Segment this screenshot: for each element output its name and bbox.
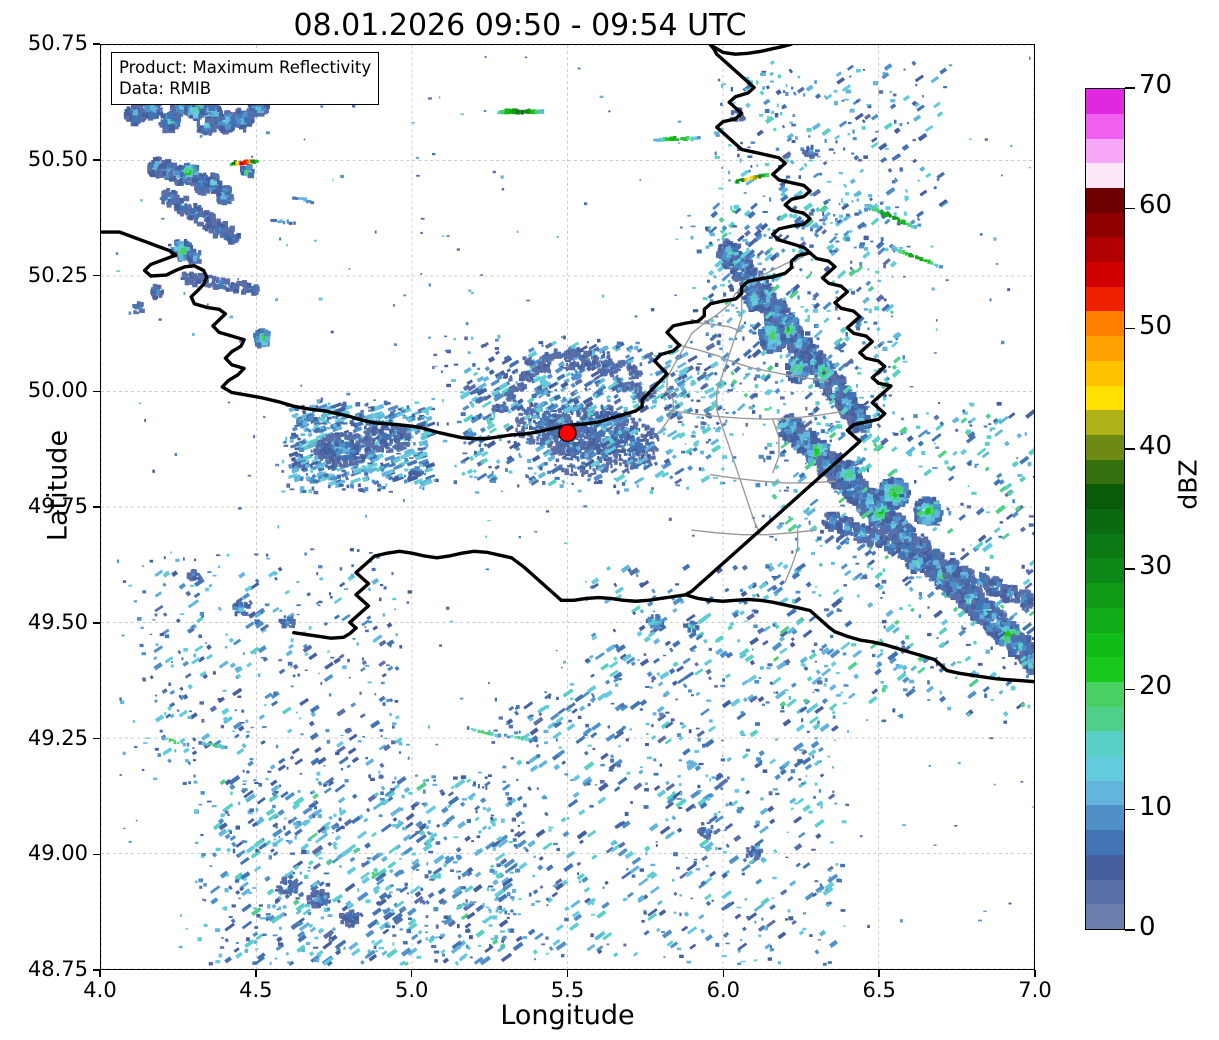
radar-echoes	[115, 55, 1034, 967]
y-tick-label: 49.50	[27, 609, 88, 634]
colorbar-tick-label: 60	[1139, 190, 1173, 221]
colorbar-tick-mark	[1125, 568, 1135, 570]
x-tick-mark	[1034, 970, 1036, 977]
colorbar-band	[1086, 657, 1124, 682]
y-tick-label: 48.75	[27, 957, 88, 981]
colorbar-band	[1086, 558, 1124, 584]
x-tick-label: 4.0	[83, 978, 117, 1002]
y-tick-mark	[93, 43, 100, 45]
info-data-line: Data: RMIB	[119, 79, 212, 99]
radar-reflectivity-canvas	[101, 45, 1034, 969]
colorbar-tick-label: 30	[1139, 551, 1173, 582]
colorbar	[1085, 88, 1125, 930]
y-tick-mark	[93, 737, 100, 740]
colorbar-band	[1086, 336, 1124, 361]
y-tick-mark	[93, 274, 100, 277]
colorbar-band	[1086, 583, 1124, 608]
colorbar-tick-label: 10	[1139, 791, 1173, 822]
colorbar-band	[1086, 731, 1124, 757]
y-tick-label: 50.50	[27, 146, 88, 171]
x-tick-mark	[410, 970, 413, 977]
colorbar-tick-mark	[1125, 327, 1135, 330]
colorbar-tick-mark	[1125, 809, 1135, 811]
national-borders	[101, 45, 1034, 684]
colorbar-band	[1086, 286, 1124, 312]
y-tick-mark	[93, 622, 100, 624]
colorbar-band	[1086, 163, 1124, 188]
colorbar-band	[1086, 607, 1124, 633]
colorbar-band	[1086, 830, 1124, 855]
y-tick-label: 50.75	[27, 31, 88, 55]
y-tick-mark	[93, 390, 100, 393]
x-axis-label: Longitude	[500, 1000, 635, 1031]
colorbar-band	[1086, 187, 1124, 213]
colorbar-band	[1086, 632, 1124, 658]
x-tick-mark	[255, 970, 257, 977]
colorbar-band	[1086, 706, 1124, 732]
colorbar-band	[1086, 212, 1124, 238]
colorbar-band	[1086, 509, 1124, 534]
colorbar-tick-mark	[1125, 87, 1135, 89]
y-tick-mark	[93, 159, 100, 161]
y-tick-label: 50.00	[27, 378, 88, 403]
colorbar-band	[1086, 533, 1124, 559]
x-tick-label: 6.0	[706, 978, 741, 1002]
x-tick-mark	[722, 970, 725, 977]
y-tick-label: 49.00	[27, 841, 88, 866]
colorbar-band	[1086, 484, 1124, 510]
colorbar-tick-mark	[1125, 929, 1135, 931]
colorbar-band	[1086, 410, 1124, 435]
colorbar-band	[1086, 681, 1124, 707]
y-tick-mark	[93, 506, 100, 508]
x-tick-mark	[99, 970, 101, 977]
colorbar-band	[1086, 360, 1124, 386]
colorbar-tick-mark	[1125, 688, 1135, 691]
colorbar-band	[1086, 113, 1124, 139]
radar-plot-area	[100, 44, 1035, 970]
colorbar-band	[1086, 854, 1124, 880]
radar-site-marker[interactable]	[558, 423, 577, 443]
colorbar-tick-label: 50	[1139, 310, 1173, 341]
colorbar-band	[1086, 89, 1124, 114]
colorbar-band	[1086, 879, 1124, 905]
y-tick-mark	[93, 969, 100, 971]
colorbar-tick-label: 20	[1139, 671, 1173, 702]
y-tick-label: 49.75	[27, 494, 88, 518]
colorbar-band	[1086, 904, 1124, 929]
y-tick-mark	[93, 853, 100, 856]
colorbar-band	[1086, 434, 1124, 460]
x-tick-mark	[878, 970, 880, 977]
y-tick-label: 50.25	[27, 262, 88, 287]
info-product-line: Product: Maximum Reflectivity	[119, 58, 372, 77]
y-axis-label: Latitude	[42, 429, 74, 542]
colorbar-band	[1086, 756, 1124, 781]
colorbar-band	[1086, 237, 1124, 263]
colorbar-band	[1086, 385, 1124, 411]
colorbar-tick-mark	[1125, 448, 1135, 450]
x-tick-label: 5.5	[550, 978, 585, 1002]
x-tick-label: 7.0	[1018, 978, 1052, 1002]
colorbar-tick-label: 0	[1139, 912, 1156, 942]
y-tick-label: 49.25	[27, 725, 88, 750]
colorbar-band	[1086, 138, 1124, 164]
colorbar-band	[1086, 459, 1124, 485]
colorbar-band	[1086, 311, 1124, 337]
colorbar-band	[1086, 805, 1124, 831]
colorbar-tick-label: 40	[1139, 430, 1173, 461]
colorbar-title: dBZ	[1173, 459, 1203, 510]
page-title: 08.01.2026 09:50 - 09:54 UTC	[293, 8, 747, 43]
x-tick-label: 4.5	[239, 978, 273, 1002]
info-box: Product: Maximum Reflectivity Data: RMIB	[111, 52, 380, 106]
x-tick-label: 5.0	[394, 978, 429, 1002]
x-tick-mark	[566, 970, 569, 977]
colorbar-tick-label: 70	[1139, 70, 1173, 100]
colorbar-band	[1086, 262, 1124, 287]
colorbar-tick-mark	[1125, 207, 1135, 209]
colorbar-gradient	[1086, 89, 1124, 929]
colorbar-band	[1086, 780, 1124, 806]
x-tick-label: 6.5	[862, 978, 896, 1002]
